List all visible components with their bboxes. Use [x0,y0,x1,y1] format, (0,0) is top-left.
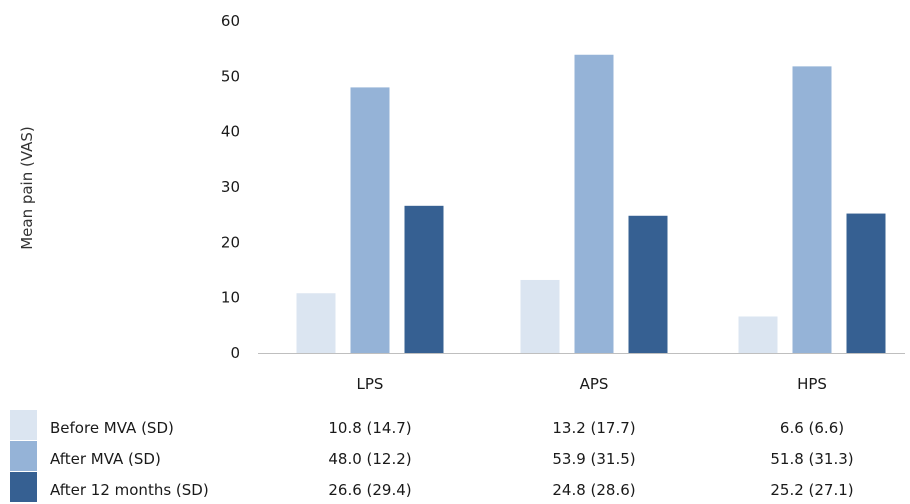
legend-label: After MVA (SD) [50,450,161,468]
bars [296,54,886,354]
data-table-cell: 26.6 (29.4) [328,481,411,499]
data-table-cell: 6.6 (6.6) [780,419,844,437]
bar-lps-series-2 [350,87,390,354]
legend-swatch [10,410,37,440]
y-tick-label: 40 [221,123,240,141]
y-tick-label: 30 [221,178,240,196]
y-tick-label: 10 [221,289,240,307]
y-axis-label: Mean pain (VAS) [18,126,36,250]
data-table-cell: 10.8 (14.7) [328,419,411,437]
bar-lps-series-1 [296,293,336,353]
bar-hps-series-1 [738,316,778,353]
x-tick-label: APS [580,375,609,393]
data-table-cell: 25.2 (27.1) [770,481,853,499]
y-tick-label: 0 [230,344,240,362]
bar-hps-series-3 [846,213,886,353]
legend-label: After 12 months (SD) [50,481,209,499]
y-axis: 0 10 20 30 40 50 60 [221,12,240,362]
x-tick-label: HPS [797,375,827,393]
x-tick-label: LPS [357,375,384,393]
data-table-cell: 13.2 (17.7) [552,419,635,437]
data-table-cell: 51.8 (31.3) [770,450,853,468]
bar-aps-series-3 [628,215,668,353]
bar-lps-series-3 [404,205,444,353]
data-table-cell: 24.8 (28.6) [552,481,635,499]
bar-hps-series-2 [792,66,832,353]
y-tick-label: 50 [221,67,240,85]
legend-label: Before MVA (SD) [50,419,174,437]
y-tick-label: 20 [221,233,240,251]
category-labels: LPS APS HPS [357,375,827,393]
y-tick-label: 60 [221,12,240,30]
bar-aps-series-1 [520,279,560,353]
legend-swatch [10,441,37,471]
data-table: Before MVA (SD) 10.8 (14.7) 13.2 (17.7) 6.6… [10,410,854,502]
bar-aps-series-2 [574,54,614,354]
data-table-cell: 48.0 (12.2) [328,450,411,468]
data-table-cell: 53.9 (31.5) [552,450,635,468]
legend-swatch [10,472,37,502]
